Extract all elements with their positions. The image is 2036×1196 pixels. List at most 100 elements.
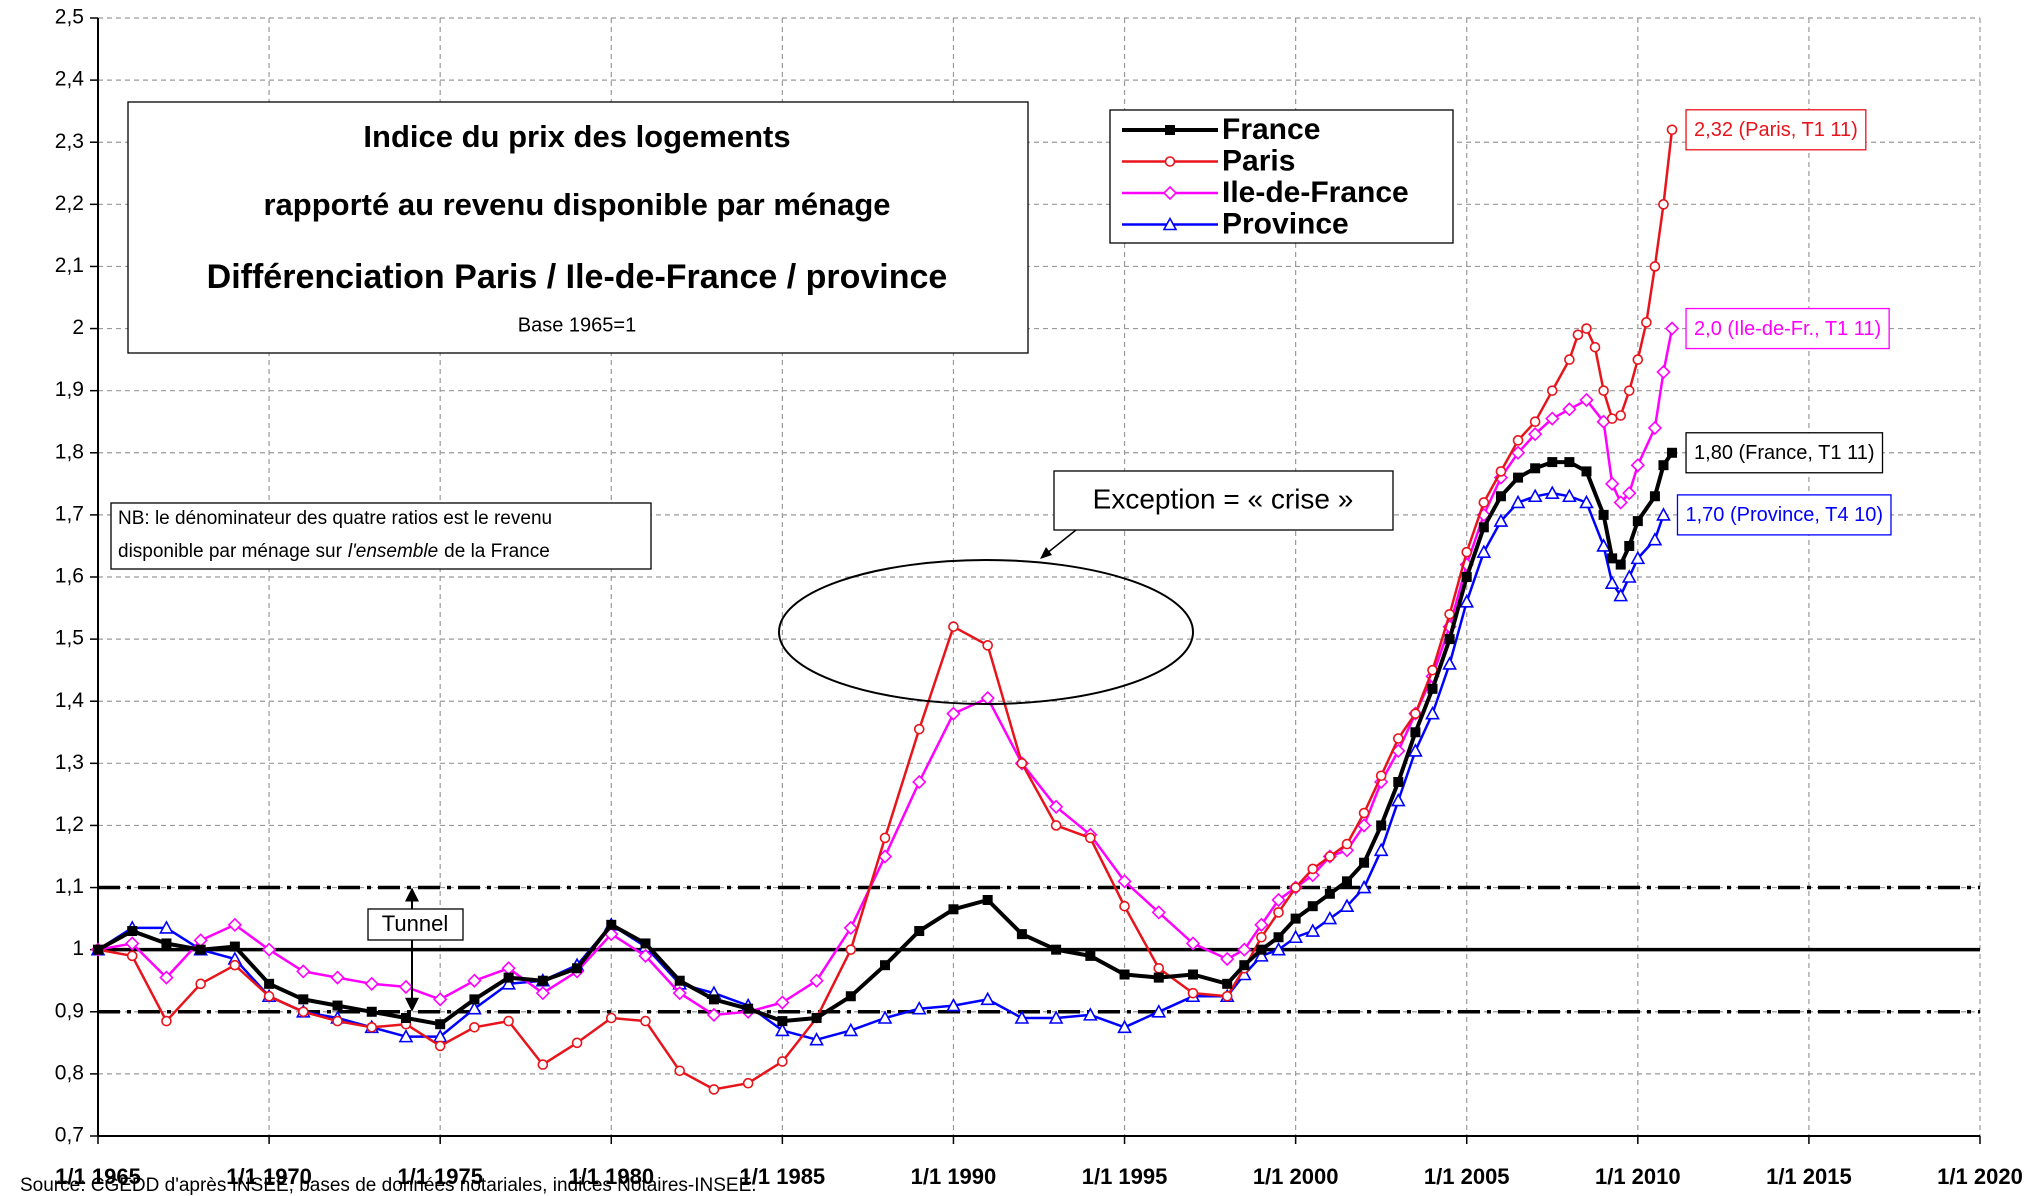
marker <box>1546 385 1558 396</box>
marker <box>1442 656 1457 670</box>
marker <box>1658 460 1669 471</box>
marker <box>1164 156 1176 167</box>
y-tick-label: 2,1 <box>55 254 84 277</box>
marker <box>777 1056 788 1067</box>
marker <box>1604 575 1620 590</box>
x-tick-label: 1/1 2000 <box>1253 1164 1339 1189</box>
marker <box>1273 932 1284 943</box>
marker <box>640 938 651 949</box>
marker <box>1048 799 1064 814</box>
marker <box>1239 960 1250 971</box>
note-italic: l'ensemble <box>348 541 438 562</box>
marker <box>1273 907 1284 918</box>
marker <box>261 942 277 957</box>
marker <box>1392 733 1404 744</box>
marker <box>127 926 138 937</box>
end-label: 1,80 (France, T1 11) <box>1694 442 1874 464</box>
note-text: de la France <box>444 541 550 562</box>
marker <box>1666 124 1678 136</box>
y-tick-label: 1,3 <box>55 751 84 774</box>
marker <box>1356 818 1372 833</box>
marker <box>469 994 480 1005</box>
marker <box>1478 522 1489 533</box>
marker <box>1162 216 1178 231</box>
marker <box>1581 466 1592 477</box>
end-label: 2,0 (Ile-de-Fr., T1 11) <box>1694 318 1881 340</box>
axes: 0,7 0,8 0,9 1 1,1 1,2 1,3 1,4 1,5 1,6 1,7 1,8 1,9 2 2,… <box>55 6 2023 1189</box>
marker <box>1324 888 1335 899</box>
marker <box>879 832 891 844</box>
note-box <box>110 502 652 570</box>
note-text: disponible par ménage sur <box>118 541 343 562</box>
marker <box>400 1012 411 1023</box>
marker <box>674 975 685 986</box>
marker <box>435 1019 446 1030</box>
marker <box>1307 901 1318 912</box>
marker <box>1647 420 1663 436</box>
marker <box>1581 323 1592 334</box>
y-tick-label: 2,2 <box>55 192 84 215</box>
marker <box>1322 910 1338 925</box>
marker <box>332 1015 343 1027</box>
marker <box>1082 1007 1098 1021</box>
end-label-box <box>1676 494 1892 536</box>
marker <box>1254 948 1269 962</box>
marker <box>503 1015 514 1027</box>
marker <box>1393 776 1404 787</box>
marker <box>1324 851 1336 862</box>
marker <box>1256 931 1267 943</box>
marker <box>1376 820 1387 831</box>
exception-arrowhead <box>1040 547 1052 559</box>
x-tick-label: 1/1 2010 <box>1595 1164 1681 1189</box>
marker <box>1493 513 1509 527</box>
y-tick-label: 1,6 <box>55 565 84 588</box>
marker <box>606 919 617 930</box>
marker <box>1495 491 1506 502</box>
marker <box>1530 463 1541 474</box>
note-text: NB: le dénominateur des quatre ratios es… <box>118 508 552 529</box>
marker <box>227 917 243 932</box>
legend-label: Ile-de-France <box>1222 176 1409 209</box>
marker <box>1624 540 1635 551</box>
marker <box>1016 929 1027 940</box>
marker <box>1050 820 1062 831</box>
note-text: disponible par ménage sur l'ensemble de la… <box>118 541 550 562</box>
marker <box>946 706 961 721</box>
marker <box>1630 458 1645 473</box>
y-tick-label: 1,2 <box>55 813 84 836</box>
marker <box>298 994 309 1005</box>
marker <box>708 1084 720 1095</box>
marker <box>946 997 961 1012</box>
marker <box>1547 457 1558 468</box>
marker <box>572 963 583 974</box>
marker <box>912 774 927 790</box>
y-tick-label: 1 <box>72 937 84 960</box>
x-tick-label: 1/1 2015 <box>1766 1164 1852 1189</box>
marker <box>1427 683 1438 694</box>
marker <box>398 1028 414 1043</box>
marker <box>332 1000 343 1011</box>
marker <box>1339 898 1355 912</box>
marker <box>914 926 925 937</box>
marker <box>1162 185 1178 201</box>
end-label: 1,70 (Province, T4 10) <box>1685 504 1883 526</box>
marker <box>1119 900 1130 912</box>
marker <box>1630 550 1646 565</box>
marker <box>1667 447 1678 458</box>
marker <box>1187 969 1198 980</box>
marker <box>1373 842 1389 857</box>
marker <box>296 964 311 979</box>
y-tick-label: 2,4 <box>55 68 85 91</box>
marker <box>911 1001 927 1015</box>
marker <box>1656 364 1671 380</box>
marker <box>1271 892 1286 908</box>
end-label: 2,32 (Paris, T1 11) <box>1694 119 1858 141</box>
marker <box>1589 341 1601 353</box>
marker <box>93 944 103 955</box>
y-tick-label: 1,1 <box>55 875 84 898</box>
marker <box>1290 882 1301 893</box>
marker <box>1151 905 1166 920</box>
marker <box>1341 876 1352 887</box>
